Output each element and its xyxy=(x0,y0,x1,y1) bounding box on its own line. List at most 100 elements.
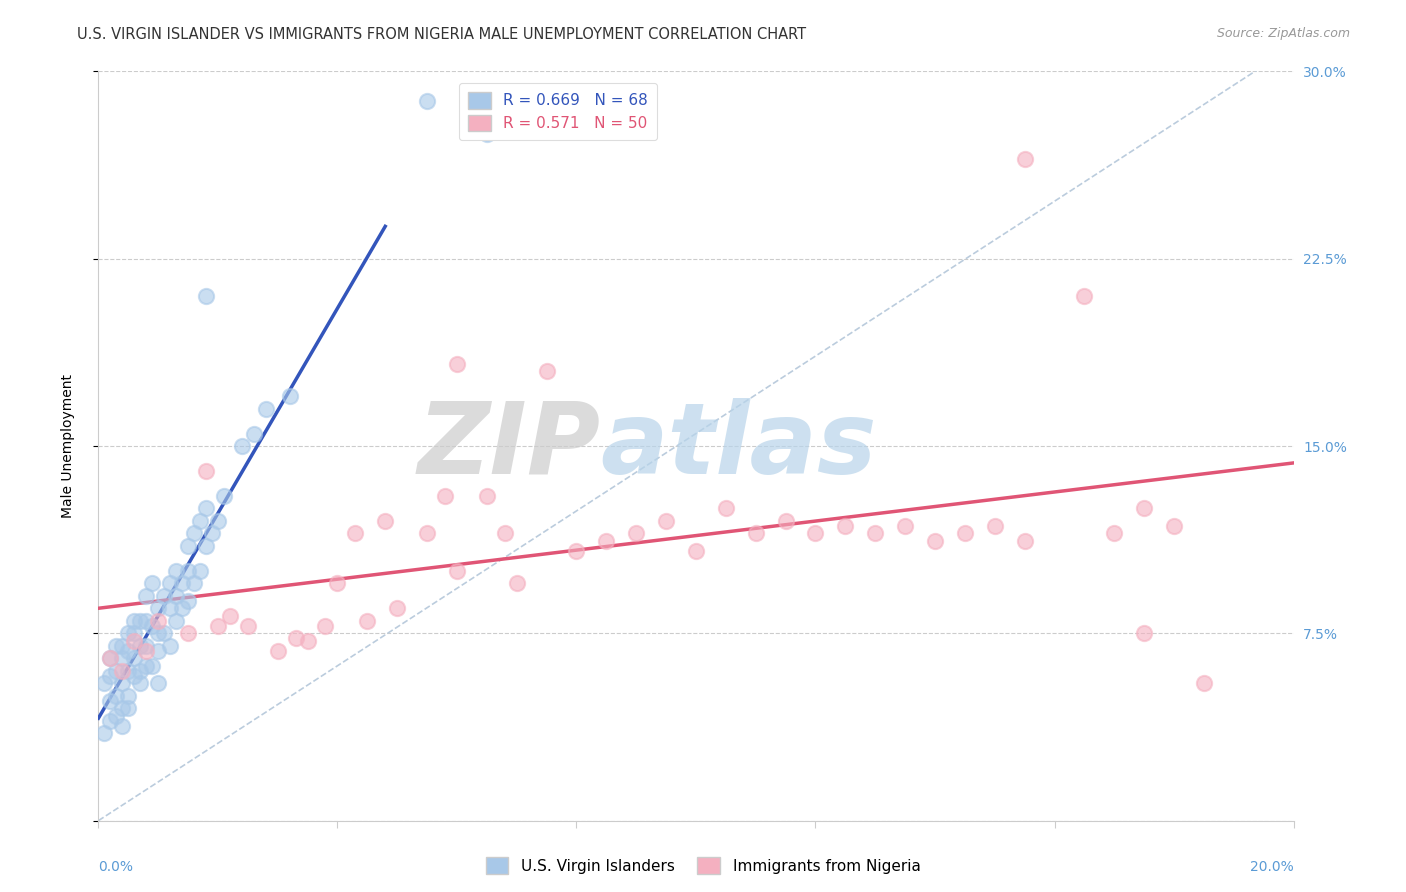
Point xyxy=(207,619,229,633)
Point xyxy=(326,576,349,591)
Point xyxy=(195,464,218,478)
Legend: R = 0.669   N = 68, R = 0.571   N = 50: R = 0.669 N = 68, R = 0.571 N = 50 xyxy=(458,83,657,141)
Point xyxy=(254,401,277,416)
Point xyxy=(141,658,163,673)
Text: Source: ZipAtlas.com: Source: ZipAtlas.com xyxy=(1216,27,1350,40)
Point xyxy=(595,533,617,548)
Point xyxy=(278,389,301,403)
Point xyxy=(1163,519,1185,533)
Point xyxy=(356,614,378,628)
Point xyxy=(111,701,134,715)
Point xyxy=(159,639,181,653)
Point xyxy=(924,533,946,548)
Point xyxy=(183,526,205,541)
Point xyxy=(105,708,128,723)
Point xyxy=(207,514,229,528)
Point xyxy=(165,614,187,628)
Point xyxy=(105,639,128,653)
Point xyxy=(135,658,157,673)
Point xyxy=(446,564,468,578)
Point xyxy=(177,564,200,578)
Point xyxy=(1133,626,1156,640)
Point xyxy=(1192,676,1215,690)
Point xyxy=(148,626,170,640)
Text: ZIP: ZIP xyxy=(418,398,600,494)
Text: 20.0%: 20.0% xyxy=(1250,860,1294,873)
Point xyxy=(117,689,139,703)
Point xyxy=(93,676,115,690)
Point xyxy=(1014,152,1036,166)
Point xyxy=(1073,289,1095,303)
Point xyxy=(117,664,139,678)
Point xyxy=(117,701,139,715)
Legend: U.S. Virgin Islanders, Immigrants from Nigeria: U.S. Virgin Islanders, Immigrants from N… xyxy=(479,851,927,880)
Point xyxy=(894,519,917,533)
Point xyxy=(267,644,290,658)
Point xyxy=(475,489,498,503)
Point xyxy=(105,689,128,703)
Point xyxy=(135,614,157,628)
Point xyxy=(201,526,224,541)
Point xyxy=(148,676,170,690)
Point xyxy=(506,576,529,591)
Point xyxy=(243,426,266,441)
Point xyxy=(385,601,409,615)
Point xyxy=(124,626,146,640)
Point xyxy=(141,619,163,633)
Point xyxy=(111,719,134,733)
Point xyxy=(129,676,152,690)
Text: 0.0%: 0.0% xyxy=(98,860,134,873)
Point xyxy=(655,514,678,528)
Point xyxy=(745,526,768,541)
Point xyxy=(111,664,134,678)
Point xyxy=(475,127,498,141)
Point xyxy=(344,526,367,541)
Point xyxy=(124,614,146,628)
Point xyxy=(177,594,200,608)
Point xyxy=(183,576,205,591)
Point xyxy=(165,589,187,603)
Text: atlas: atlas xyxy=(600,398,877,494)
Point xyxy=(188,564,211,578)
Point xyxy=(148,644,170,658)
Point xyxy=(374,514,396,528)
Point xyxy=(865,526,887,541)
Point xyxy=(141,576,163,591)
Point xyxy=(626,526,648,541)
Point xyxy=(98,694,122,708)
Point xyxy=(775,514,797,528)
Point xyxy=(111,676,134,690)
Point xyxy=(153,626,176,640)
Point xyxy=(188,514,211,528)
Point xyxy=(135,589,157,603)
Point xyxy=(434,489,457,503)
Point xyxy=(129,664,152,678)
Point xyxy=(236,619,259,633)
Point xyxy=(297,633,319,648)
Point xyxy=(953,526,976,541)
Point xyxy=(172,601,194,615)
Point xyxy=(494,526,516,541)
Point xyxy=(446,357,468,371)
Text: U.S. VIRGIN ISLANDER VS IMMIGRANTS FROM NIGERIA MALE UNEMPLOYMENT CORRELATION CH: U.S. VIRGIN ISLANDER VS IMMIGRANTS FROM … xyxy=(77,27,807,42)
Point xyxy=(148,614,170,628)
Point xyxy=(804,526,827,541)
Point xyxy=(135,639,157,653)
Point xyxy=(177,626,200,640)
Point xyxy=(159,576,181,591)
Point xyxy=(98,651,122,665)
Point xyxy=(416,526,439,541)
Point xyxy=(195,539,218,553)
Point xyxy=(111,651,134,665)
Point xyxy=(195,289,218,303)
Point xyxy=(177,539,200,553)
Point xyxy=(111,639,134,653)
Point xyxy=(1133,501,1156,516)
Point xyxy=(129,639,152,653)
Point xyxy=(98,669,122,683)
Point xyxy=(212,489,235,503)
Point xyxy=(124,651,146,665)
Point xyxy=(284,632,307,646)
Point xyxy=(565,544,588,558)
Point xyxy=(172,576,194,591)
